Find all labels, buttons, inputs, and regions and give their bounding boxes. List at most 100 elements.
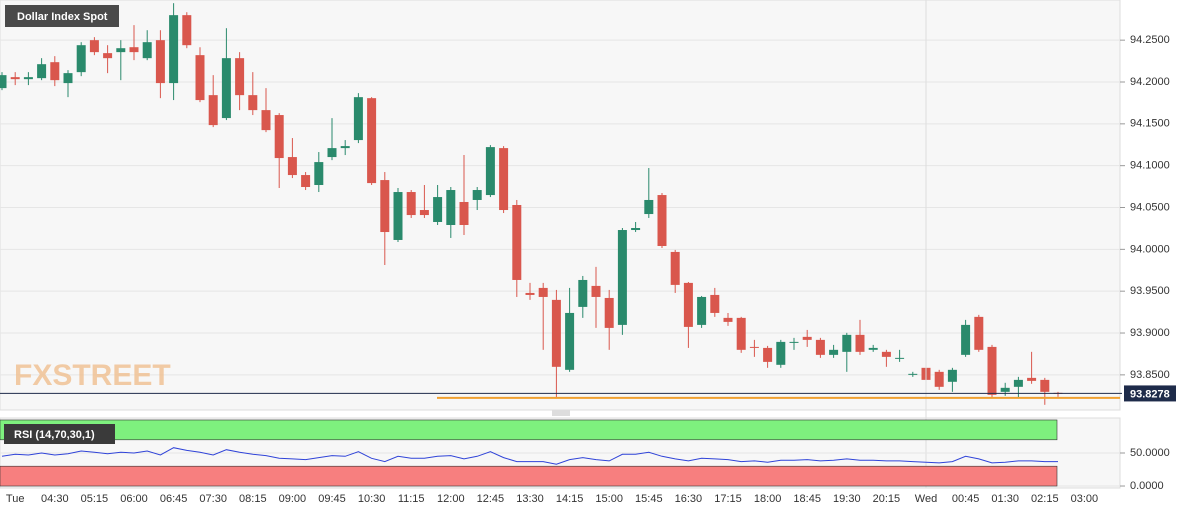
candle-body	[393, 192, 403, 240]
candle-body	[644, 199, 654, 215]
candle-body	[459, 201, 469, 225]
candle-body	[908, 373, 918, 375]
candle-body	[261, 110, 271, 131]
x-tick-label: 08:15	[239, 493, 267, 505]
candle-body	[763, 347, 773, 362]
candle-body	[235, 58, 245, 96]
x-tick-label: 02:15	[1031, 493, 1059, 505]
y-tick-label: 93.9000	[1130, 327, 1170, 339]
candle-body	[1000, 387, 1010, 392]
candle-body	[749, 346, 759, 348]
candle-body	[789, 341, 799, 343]
x-tick-label: 19:30	[833, 493, 861, 505]
rsi-band	[0, 465, 1058, 487]
x-tick-label: 15:45	[635, 493, 663, 505]
candle-body	[631, 228, 641, 231]
candle-body	[987, 346, 997, 395]
candle-body	[116, 48, 126, 53]
candle-body	[499, 148, 509, 211]
chart-title: Dollar Index Spot	[17, 11, 108, 23]
x-tick-label: 16:30	[675, 493, 703, 505]
x-tick-label: 03:00	[1071, 493, 1099, 505]
y-tick-label: 94.2000	[1130, 76, 1170, 88]
candle-body	[274, 115, 284, 159]
candle-body	[934, 371, 944, 387]
y-tick-label: 93.9500	[1130, 285, 1170, 297]
candle-body	[670, 251, 680, 285]
candle-body	[829, 349, 839, 355]
candle-body	[1040, 379, 1050, 392]
candle-body	[855, 334, 865, 352]
candle-body	[23, 77, 33, 80]
candle-body	[723, 317, 733, 322]
candle-body	[248, 95, 258, 111]
candle-body	[736, 317, 746, 350]
x-tick-label: 07:30	[199, 493, 227, 505]
candle-body	[881, 351, 891, 357]
x-tick-label: 09:45	[318, 493, 346, 505]
candle-body	[842, 334, 852, 352]
x-tick-label: 06:00	[120, 493, 148, 505]
candle-body	[776, 341, 786, 365]
candle-body	[697, 296, 707, 325]
rsi-title: RSI (14,70,30,1)	[14, 429, 95, 441]
candle-body	[1013, 379, 1023, 387]
candle-body	[419, 210, 429, 216]
y-tick-label: 94.0000	[1130, 243, 1170, 255]
candle-body	[802, 336, 812, 340]
candle-body	[287, 157, 297, 176]
candle-body	[103, 53, 113, 59]
candle-body	[578, 279, 588, 307]
candle-body	[0, 75, 7, 89]
candle-body	[169, 15, 179, 84]
candle-body	[37, 64, 47, 79]
candle-body	[195, 55, 205, 101]
y-tick-label: 94.0500	[1130, 201, 1170, 213]
candle-body	[89, 40, 99, 53]
x-tick-label: 17:15	[714, 493, 742, 505]
candle-body	[551, 299, 561, 367]
candle-body	[947, 369, 957, 382]
candle-body	[565, 312, 575, 370]
y-tick-label: 93.8500	[1130, 369, 1170, 381]
candle-body	[591, 285, 601, 297]
candle-body	[604, 297, 614, 328]
rsi-title-box	[4, 424, 115, 444]
candle-body	[525, 292, 535, 295]
candle-body	[208, 95, 218, 126]
candle-body	[182, 15, 192, 46]
title-box	[5, 5, 119, 27]
candle-body	[221, 58, 231, 119]
y-tick-label: 94.1000	[1130, 160, 1170, 172]
candle-body	[895, 357, 905, 359]
x-tick-label: 00:45	[952, 493, 980, 505]
candle-body	[155, 40, 165, 84]
x-tick-label: 11:15	[398, 493, 425, 505]
candle-body	[433, 197, 443, 222]
candle-body	[446, 190, 456, 225]
x-tick-label: 13:30	[516, 493, 544, 505]
plot	[0, 0, 1122, 488]
x-tick-label: 14:15	[556, 493, 584, 505]
candle-body	[472, 190, 482, 200]
pane-splitter[interactable]	[552, 410, 570, 416]
candle-body	[380, 180, 390, 233]
candle-body	[406, 192, 416, 216]
x-tick-label: 10:30	[358, 493, 386, 505]
x-tick-label: 18:45	[793, 493, 821, 505]
x-tick-label: 15:00	[595, 493, 623, 505]
x-tick-label: 20:15	[873, 493, 901, 505]
rsi-band	[0, 419, 1058, 441]
y-tick-label: 50.0000	[1130, 447, 1170, 459]
last-price-box	[1124, 385, 1176, 402]
candle-body	[868, 347, 878, 350]
x-tick-label: 05:15	[81, 493, 109, 505]
y-tick-label: 0.0000	[1130, 480, 1164, 492]
x-tick-label: 04:30	[41, 493, 69, 505]
x-tick-label: 01:30	[991, 493, 1019, 505]
y-tick-label: 94.2500	[1130, 34, 1170, 46]
candle-body	[974, 316, 984, 350]
candle-body	[710, 294, 720, 313]
candle-body	[142, 42, 152, 59]
